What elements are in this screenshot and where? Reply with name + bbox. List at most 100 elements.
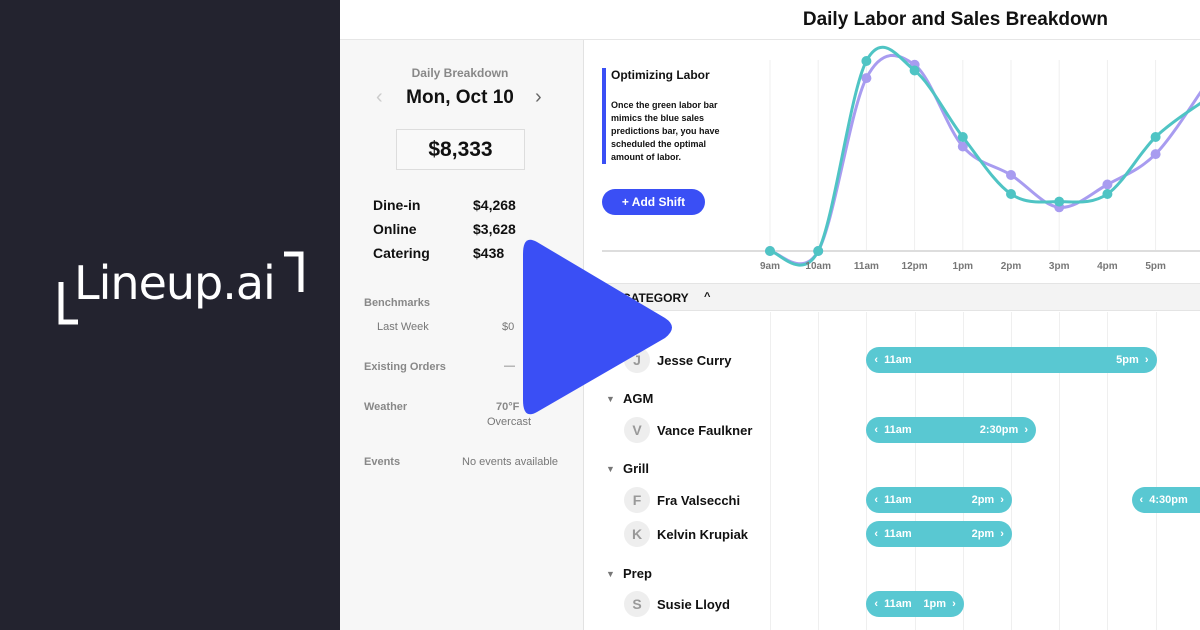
group-label: Prep	[623, 566, 652, 581]
add-shift-button[interactable]: + Add Shift	[602, 189, 705, 215]
schedule-gantt: J Jesse Curry ‹ 11am 5pm › ▼ AGM V Vance Faulkn…	[584, 312, 1200, 630]
breakdown-label: Online	[373, 221, 417, 237]
total-sales: $8,333	[396, 129, 525, 170]
weather-label: Weather	[364, 401, 408, 413]
logo-text: Lineup.ai	[74, 256, 276, 310]
collapse-group-icon[interactable]: ▼	[606, 464, 615, 474]
shift-end: 2pm ›	[971, 528, 1004, 540]
x-tick-label: 12pm	[901, 261, 928, 272]
hour-gridline	[770, 312, 771, 630]
shift-bar[interactable]: ‹ 4:30pm	[1131, 487, 1200, 513]
labor-point	[1102, 189, 1113, 199]
lineup-logo: Lineup.ai	[58, 246, 308, 326]
breakdown-value: $4,268	[473, 197, 516, 213]
existing-orders-value: —	[504, 360, 515, 372]
shift-start: ‹ 11am	[874, 354, 912, 366]
labor-point	[1150, 132, 1161, 142]
labor-point	[813, 246, 824, 256]
section-label: Daily Breakdown	[411, 66, 509, 80]
hour-gridline	[962, 312, 964, 630]
employee-name: Susie Lloyd	[657, 596, 730, 612]
category-sort-header[interactable]: CATEGORY ^	[584, 283, 1200, 311]
events-label: Events	[364, 456, 401, 468]
breakdown-label: Catering	[373, 245, 430, 261]
shift-bar[interactable]: ‹ 11am 1pm ›	[866, 591, 964, 617]
collapse-group-icon[interactable]: ▼	[606, 394, 615, 404]
group-label: AGM	[623, 391, 654, 406]
brand-panel: Lineup.ai	[0, 0, 340, 630]
labor-line	[769, 45, 1200, 267]
sales-point	[1150, 149, 1161, 160]
shift-end: 5pm ›	[1116, 354, 1149, 366]
hour-gridline	[866, 312, 868, 630]
group-label: Grill	[623, 461, 650, 476]
play-icon[interactable]	[515, 232, 685, 422]
employee-name: Vance Faulkner	[657, 422, 753, 438]
x-tick-label: 1pm	[952, 261, 974, 272]
labor-point	[861, 56, 872, 66]
labor-point	[1054, 196, 1065, 207]
hour-gridline	[914, 312, 916, 630]
x-tick-label: 4pm	[1097, 261, 1118, 272]
last-week-label: Last Week	[377, 321, 429, 333]
hour-gridline	[818, 312, 820, 630]
header: Daily Labor and Sales Breakdown	[340, 0, 1200, 40]
existing-orders-label: Existing Orders	[364, 361, 446, 373]
x-tick-label: 10am	[805, 261, 831, 272]
chevron-up-icon[interactable]: ^	[704, 291, 711, 303]
avatar: K	[624, 521, 650, 547]
employee-row[interactable]: K Kelvin Krupiak	[624, 521, 748, 547]
sales-point	[957, 141, 968, 152]
next-day-icon[interactable]: ›	[535, 86, 542, 108]
x-tick-label: 2pm	[1000, 261, 1022, 272]
page-title: Daily Labor and Sales Breakdown	[802, 9, 1108, 30]
sales-point	[861, 73, 872, 84]
breakdown-label: Dine-in	[373, 197, 421, 213]
hour-gridline	[1059, 312, 1061, 630]
hour-gridline	[1107, 312, 1109, 630]
shift-bar[interactable]: ‹ 11am 2pm ›	[866, 521, 1012, 547]
x-tick-label: 5pm	[1145, 261, 1166, 272]
avatar: S	[624, 591, 650, 617]
info-body: Once the green labor bar mimics the blue…	[611, 100, 720, 162]
benchmarks-label: Benchmarks	[364, 297, 431, 309]
collapse-group-icon[interactable]: ▼	[606, 569, 615, 579]
shift-end: 2pm ›	[971, 494, 1004, 506]
labor-point	[909, 65, 920, 76]
sales-point	[1102, 179, 1113, 190]
shift-end: 1pm ›	[923, 598, 956, 610]
prev-day-icon[interactable]: ‹	[376, 86, 383, 108]
x-tick-label: 9am	[759, 261, 781, 272]
shift-start: ‹ 11am	[874, 424, 912, 436]
labor-point	[957, 132, 968, 142]
employee-name: Jesse Curry	[657, 352, 732, 368]
employee-row[interactable]: V Vance Faulkner	[624, 417, 752, 443]
employee-row[interactable]: F Fra Valsecchi	[624, 487, 740, 513]
date-label: Mon, Oct 10	[406, 87, 514, 108]
main-panel: Optimizing Labor Once the green labor ba…	[584, 40, 1200, 630]
labor-point	[765, 246, 775, 256]
breakdown-value: $3,628	[473, 221, 516, 237]
events-value: No events available	[462, 456, 559, 468]
logo-bracket-icon	[58, 251, 304, 325]
shift-end: 2:30pm ›	[979, 424, 1029, 436]
x-tick-label: 11am	[853, 261, 879, 272]
shift-start: ‹ 4:30pm	[1139, 494, 1188, 506]
avatar: V	[624, 417, 650, 443]
labor-sales-chart	[602, 45, 1200, 267]
shift-start: ‹ 11am	[874, 494, 912, 506]
shift-bar[interactable]: ‹ 11am 2pm ›	[866, 487, 1012, 513]
shift-bar[interactable]: ‹ 11am 5pm ›	[866, 347, 1157, 373]
shift-start: ‹ 11am	[874, 598, 912, 610]
employee-name: Kelvin Krupiak	[657, 526, 749, 542]
employee-name: Fra Valsecchi	[657, 492, 741, 508]
info-accent-bar	[602, 68, 606, 164]
last-week-value: $0	[502, 321, 515, 333]
labor-point	[1006, 189, 1016, 199]
employee-row[interactable]: S Susie Lloyd	[624, 591, 730, 617]
shift-start: ‹ 11am	[874, 528, 912, 540]
hour-gridline	[1011, 312, 1012, 630]
breakdown-value: $438	[473, 245, 505, 261]
x-tick-label: 3pm	[1048, 261, 1070, 272]
shift-bar[interactable]: ‹ 11am 2:30pm ›	[866, 417, 1037, 443]
